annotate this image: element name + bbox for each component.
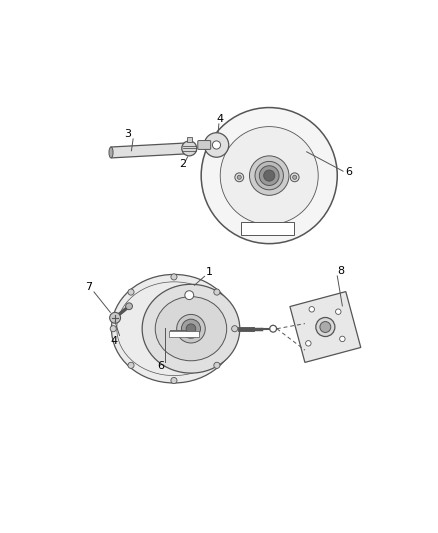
- Circle shape: [186, 324, 195, 334]
- Circle shape: [125, 303, 132, 310]
- Circle shape: [292, 175, 296, 179]
- Circle shape: [213, 362, 219, 368]
- FancyBboxPatch shape: [169, 331, 199, 337]
- Circle shape: [127, 289, 134, 295]
- Circle shape: [269, 325, 276, 332]
- Text: 4: 4: [111, 336, 118, 345]
- FancyBboxPatch shape: [186, 137, 191, 142]
- Ellipse shape: [111, 274, 236, 383]
- Circle shape: [184, 290, 193, 300]
- Circle shape: [201, 108, 336, 244]
- Circle shape: [213, 289, 219, 295]
- Circle shape: [231, 326, 237, 332]
- Polygon shape: [289, 292, 360, 362]
- Circle shape: [220, 127, 318, 224]
- FancyBboxPatch shape: [198, 141, 210, 149]
- FancyBboxPatch shape: [240, 222, 293, 235]
- Text: 7: 7: [85, 282, 92, 292]
- Text: 2: 2: [179, 159, 186, 169]
- Circle shape: [249, 156, 288, 195]
- Text: 6: 6: [345, 167, 352, 177]
- Circle shape: [176, 314, 205, 343]
- Circle shape: [234, 173, 243, 182]
- Circle shape: [127, 362, 134, 368]
- Circle shape: [339, 336, 344, 342]
- Circle shape: [319, 321, 330, 333]
- Circle shape: [170, 274, 177, 280]
- Polygon shape: [110, 143, 187, 158]
- Text: 1: 1: [206, 267, 213, 277]
- Circle shape: [237, 175, 241, 179]
- Circle shape: [110, 312, 120, 323]
- Circle shape: [308, 306, 314, 312]
- Text: 8: 8: [336, 266, 343, 276]
- Ellipse shape: [142, 284, 239, 373]
- Circle shape: [315, 318, 334, 336]
- Circle shape: [170, 377, 177, 384]
- FancyBboxPatch shape: [170, 330, 186, 334]
- Circle shape: [305, 341, 311, 346]
- Circle shape: [254, 161, 283, 190]
- Circle shape: [204, 133, 228, 157]
- Text: 4: 4: [216, 115, 223, 125]
- Ellipse shape: [109, 147, 113, 158]
- Text: 6: 6: [156, 361, 163, 371]
- Circle shape: [110, 326, 116, 332]
- Circle shape: [181, 319, 200, 338]
- Ellipse shape: [155, 297, 226, 361]
- Circle shape: [335, 309, 340, 314]
- Circle shape: [290, 173, 298, 182]
- Text: 3: 3: [124, 129, 131, 139]
- Circle shape: [212, 141, 220, 149]
- Circle shape: [259, 166, 279, 185]
- Circle shape: [263, 170, 274, 181]
- Circle shape: [181, 141, 196, 156]
